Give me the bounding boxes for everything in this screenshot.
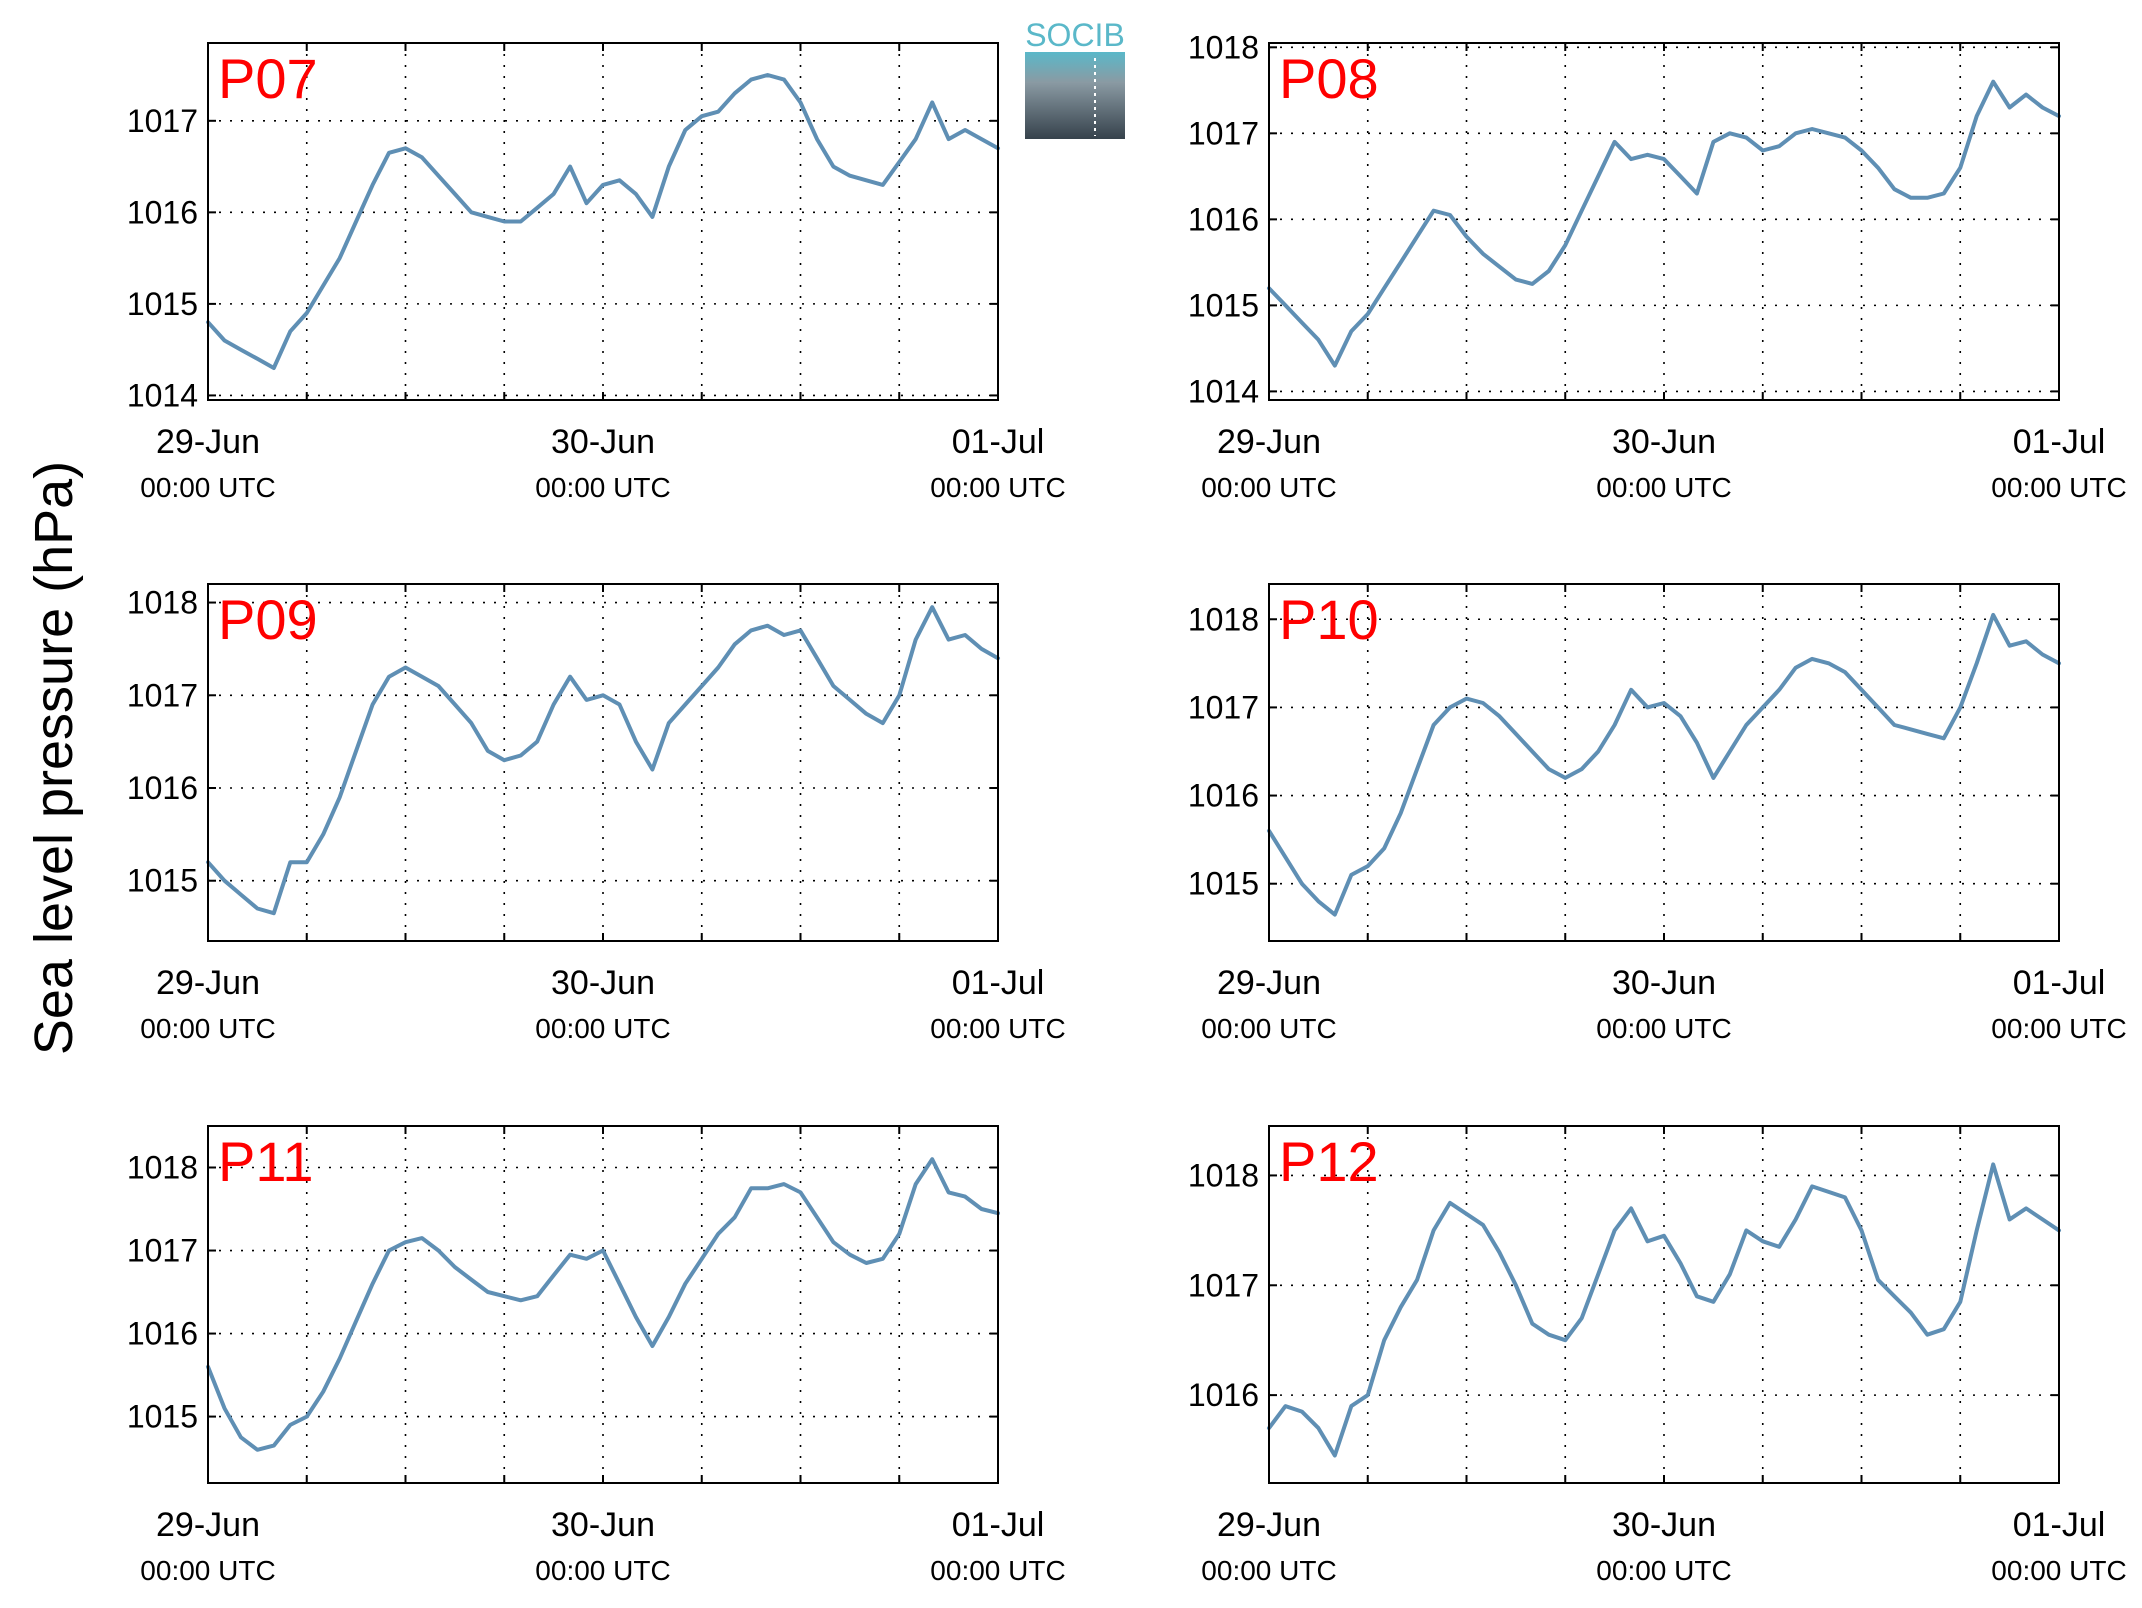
panel-label: P10 [1279, 588, 1379, 651]
y-tick-label: 1015 [127, 286, 198, 322]
y-axis-label: Sea level pressure (hPa) [24, 461, 84, 1055]
panel-label: P12 [1279, 1130, 1379, 1193]
x-tick-time: 00:00 UTC [140, 1555, 275, 1586]
x-tick-time: 00:00 UTC [140, 472, 275, 503]
y-tick-label: 1016 [127, 194, 198, 230]
plot-area [1269, 1126, 2059, 1483]
x-tick-time: 00:00 UTC [930, 472, 1065, 503]
x-tick-date: 30-Jun [551, 1506, 655, 1544]
y-tick-label: 1016 [1188, 778, 1259, 814]
x-tick-date: 01-Jul [952, 423, 1045, 461]
panel-p11: 1015 1016 1017 1018 29-Jun 00:00 UTC 30-Jun 00:… [127, 1125, 1066, 1586]
x-tick-time: 00:00 UTC [1991, 1555, 2126, 1586]
panel-p12: 1016 1017 1018 29-Jun 00:00 UTC 30-Jun 00:00 U… [1188, 1125, 2127, 1586]
y-tick-label: 1014 [1188, 373, 1259, 409]
x-tick-time: 00:00 UTC [930, 1555, 1065, 1586]
x-tick-time: 00:00 UTC [1596, 1555, 1731, 1586]
y-tick-label: 1016 [1188, 201, 1259, 237]
x-tick-date: 29-Jun [1217, 1506, 1321, 1544]
y-tick-label: 1016 [1188, 1377, 1259, 1413]
x-tick-time: 00:00 UTC [1596, 1013, 1731, 1044]
x-tick-date: 01-Jul [2013, 964, 2106, 1002]
x-tick-date: 30-Jun [1612, 964, 1716, 1002]
panels: 1014 1015 1016 1017 29-Jun 00:00 UTC 30-Jun 00:… [127, 29, 2127, 1586]
y-tick-label: 1018 [1188, 1157, 1259, 1193]
y-tick-label: 1017 [1188, 115, 1259, 151]
x-tick-date: 01-Jul [952, 1506, 1045, 1544]
series-line [1267, 612, 2061, 917]
x-tick-date: 30-Jun [1612, 423, 1716, 461]
panel-p10: 1015 1016 1017 1018 29-Jun 00:00 UTC 30-Jun 00:… [1188, 583, 2127, 1044]
panel-label: P09 [218, 588, 318, 651]
x-tick-time: 00:00 UTC [1991, 472, 2126, 503]
logo-mark [1025, 52, 1125, 139]
x-tick-time: 00:00 UTC [1596, 472, 1731, 503]
x-tick-date: 29-Jun [1217, 423, 1321, 461]
plot-area [1269, 584, 2059, 941]
x-tick-date: 29-Jun [156, 423, 260, 461]
y-tick-label: 1016 [127, 770, 198, 806]
series-line [1267, 1162, 2061, 1458]
y-tick-label: 1015 [1188, 866, 1259, 902]
panel-p08: 1014 1015 1016 1017 1018 29-Jun 00:00 UTC 30-Ju… [1188, 29, 2127, 503]
y-tick-label: 1017 [127, 1233, 198, 1269]
x-tick-time: 00:00 UTC [1201, 1013, 1336, 1044]
y-tick-label: 1017 [1188, 689, 1259, 725]
x-tick-time: 00:00 UTC [535, 472, 670, 503]
x-tick-date: 01-Jul [2013, 1506, 2106, 1544]
x-tick-date: 30-Jun [551, 964, 655, 1002]
x-tick-time: 00:00 UTC [1991, 1013, 2126, 1044]
socib-logo: SOCIB [1025, 17, 1125, 139]
y-tick-label: 1018 [127, 1150, 198, 1186]
x-tick-date: 01-Jul [952, 964, 1045, 1002]
x-tick-time: 00:00 UTC [1201, 1555, 1336, 1586]
plot-area [208, 43, 998, 400]
series-line [206, 73, 1000, 370]
x-tick-date: 30-Jun [551, 423, 655, 461]
panel-label: P07 [218, 47, 318, 110]
x-tick-time: 00:00 UTC [535, 1555, 670, 1586]
y-tick-label: 1017 [1188, 1267, 1259, 1303]
plot-area [208, 1126, 998, 1483]
series-line [206, 605, 1000, 916]
y-tick-label: 1016 [127, 1316, 198, 1352]
logo-text: SOCIB [1025, 17, 1125, 53]
x-tick-date: 29-Jun [1217, 964, 1321, 1002]
y-tick-label: 1017 [127, 103, 198, 139]
plot-area [1269, 43, 2059, 400]
x-tick-date: 29-Jun [156, 1506, 260, 1544]
panel-p07: 1014 1015 1016 1017 29-Jun 00:00 UTC 30-Jun 00:… [127, 42, 1066, 503]
y-tick-label: 1014 [127, 377, 198, 413]
y-tick-label: 1018 [1188, 601, 1259, 637]
y-tick-label: 1015 [1188, 287, 1259, 323]
series-line [1267, 79, 2061, 368]
x-tick-time: 00:00 UTC [930, 1013, 1065, 1044]
y-tick-label: 1018 [1188, 29, 1259, 65]
panel-p09: 1015 1016 1017 1018 29-Jun 00:00 UTC 30-Jun 00:… [127, 583, 1066, 1044]
x-tick-date: 01-Jul [2013, 423, 2106, 461]
x-tick-date: 30-Jun [1612, 1506, 1716, 1544]
y-tick-label: 1015 [127, 1399, 198, 1435]
series-line [206, 1157, 1000, 1452]
x-tick-time: 00:00 UTC [140, 1013, 275, 1044]
x-tick-time: 00:00 UTC [535, 1013, 670, 1044]
panel-label: P08 [1279, 47, 1379, 110]
x-tick-date: 29-Jun [156, 964, 260, 1002]
plot-area [208, 584, 998, 941]
y-tick-label: 1018 [127, 585, 198, 621]
y-tick-label: 1015 [127, 863, 198, 899]
panel-label: P11 [218, 1130, 313, 1193]
x-tick-time: 00:00 UTC [1201, 472, 1336, 503]
y-tick-label: 1017 [127, 677, 198, 713]
